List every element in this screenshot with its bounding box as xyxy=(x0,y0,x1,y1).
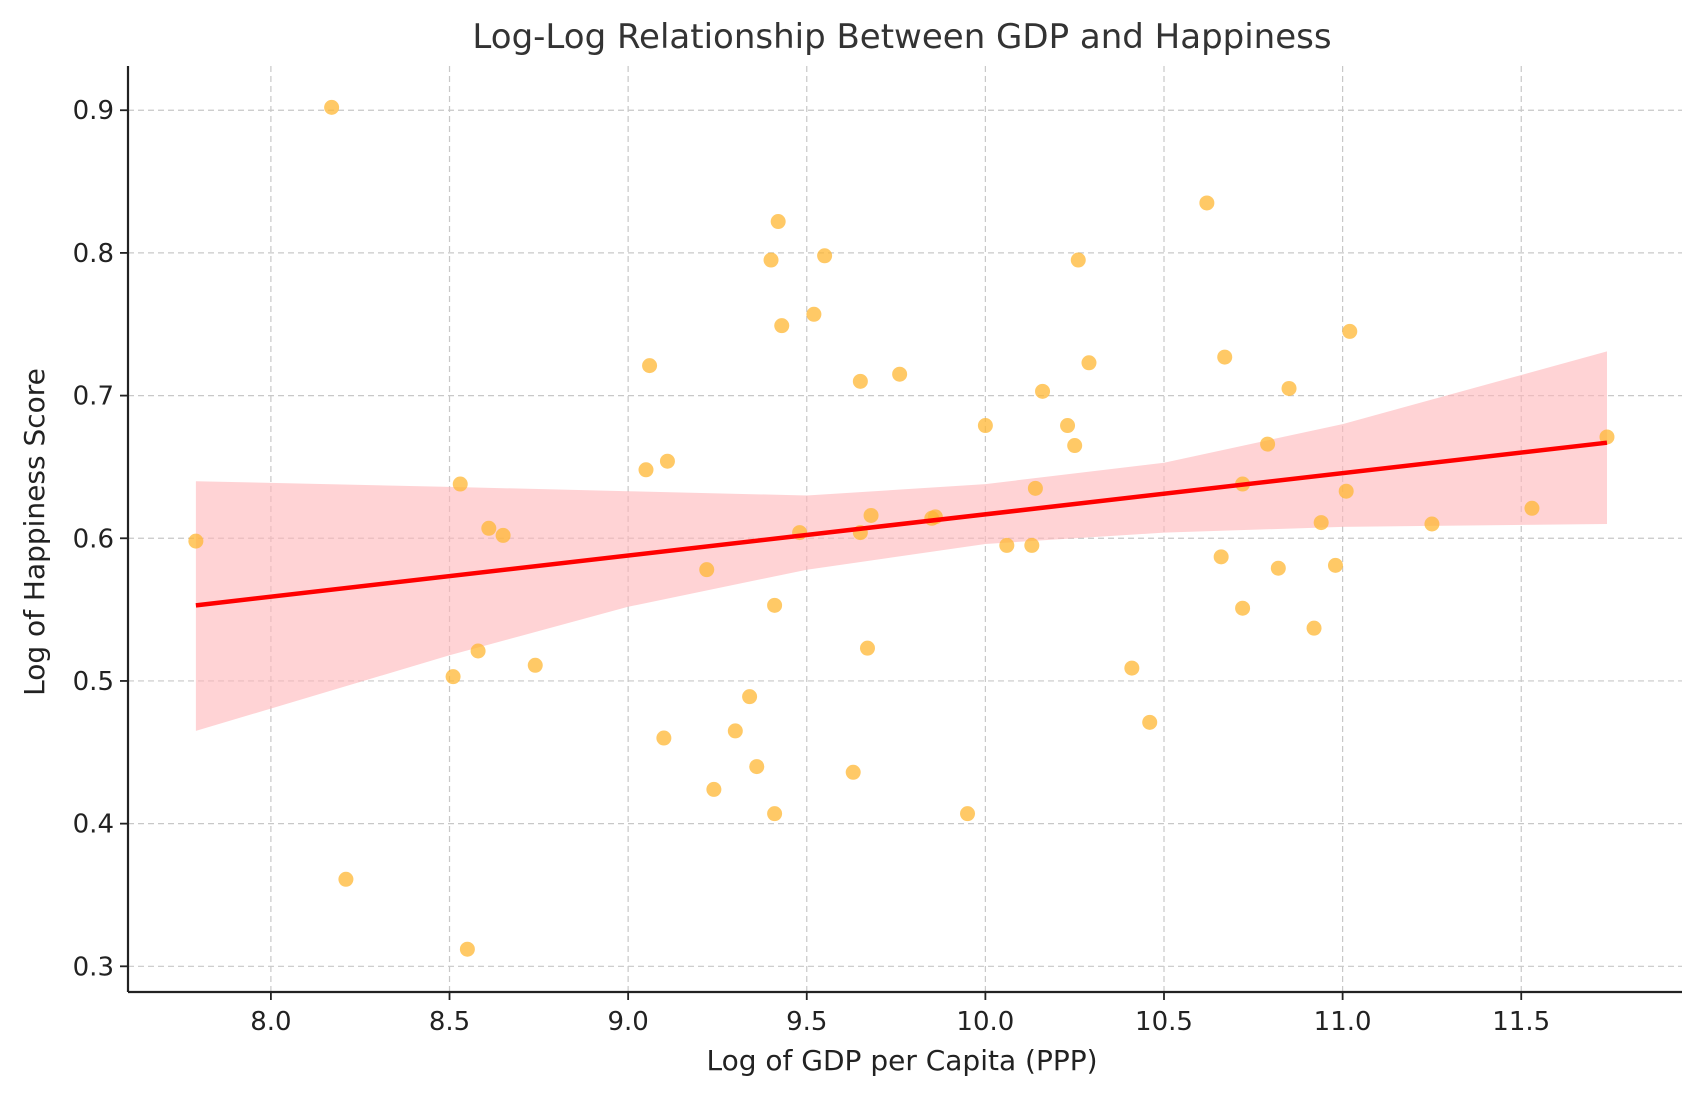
data-point xyxy=(1342,323,1358,339)
data-point xyxy=(859,640,875,656)
y-tick-label: 0.7 xyxy=(73,382,114,412)
data-point xyxy=(845,764,861,780)
x-tick-label: 9.0 xyxy=(607,1007,648,1037)
data-point xyxy=(806,306,822,322)
data-point xyxy=(481,520,497,536)
data-points xyxy=(188,99,1615,957)
data-point xyxy=(770,214,786,230)
data-point xyxy=(659,453,675,469)
data-point xyxy=(1027,480,1043,496)
y-axis-label: Log of Happiness Score xyxy=(18,368,51,696)
data-point xyxy=(706,781,722,797)
data-point xyxy=(727,723,743,739)
confidence-band-group xyxy=(195,351,1607,731)
data-point xyxy=(999,537,1015,553)
y-tick-label: 0.5 xyxy=(73,667,114,697)
data-point xyxy=(1035,383,1051,399)
data-point xyxy=(1599,429,1615,445)
y-tick-label: 0.6 xyxy=(73,524,114,554)
data-point xyxy=(1142,714,1158,730)
data-point xyxy=(656,730,672,746)
data-point xyxy=(763,252,779,268)
data-point xyxy=(445,669,461,685)
data-point xyxy=(1260,436,1276,452)
data-point xyxy=(1124,660,1140,676)
data-point xyxy=(638,462,654,478)
x-tick-label: 10.5 xyxy=(1135,1007,1193,1037)
data-point xyxy=(1213,549,1229,565)
data-point xyxy=(188,533,204,549)
data-point xyxy=(338,871,354,887)
x-axis-ticks: 8.0 8.5 9.0 9.5 10.0 10.5 11.0 11.5 xyxy=(250,992,1550,1037)
data-point xyxy=(1281,380,1297,396)
data-point xyxy=(1217,349,1233,365)
x-tick-label: 10.0 xyxy=(956,1007,1014,1037)
data-point xyxy=(817,248,833,264)
data-point xyxy=(774,318,790,334)
data-point xyxy=(767,806,783,822)
regression-line xyxy=(195,440,1608,608)
data-point xyxy=(852,373,868,389)
y-tick-label: 0.8 xyxy=(73,239,114,269)
data-point xyxy=(495,527,511,543)
x-axis-label: Log of GDP per Capita (PPP) xyxy=(706,1044,1097,1077)
regression-line-group xyxy=(195,440,1608,608)
data-point xyxy=(1313,515,1329,531)
data-point xyxy=(1306,620,1322,636)
data-point xyxy=(642,358,658,374)
data-point xyxy=(470,643,486,659)
data-point xyxy=(452,476,468,492)
data-point xyxy=(1235,600,1251,616)
data-point xyxy=(459,941,475,957)
data-point xyxy=(960,806,976,822)
data-point xyxy=(749,759,765,775)
data-point xyxy=(1060,418,1076,434)
data-point xyxy=(527,657,543,673)
y-tick-label: 0.4 xyxy=(73,810,114,840)
data-point xyxy=(1024,537,1040,553)
data-point xyxy=(1338,483,1354,499)
data-point xyxy=(767,597,783,613)
confidence-band xyxy=(195,351,1607,731)
data-point xyxy=(1327,557,1343,573)
data-point xyxy=(892,366,908,382)
data-point xyxy=(742,689,758,705)
y-tick-label: 0.9 xyxy=(73,96,114,126)
data-point xyxy=(1524,500,1540,516)
x-tick-label: 8.5 xyxy=(429,1007,470,1037)
x-tick-label: 11.0 xyxy=(1314,1007,1372,1037)
data-point xyxy=(1270,560,1286,576)
data-point xyxy=(1070,252,1086,268)
data-point xyxy=(1199,195,1215,211)
x-tick-label: 11.5 xyxy=(1492,1007,1550,1037)
data-point xyxy=(324,99,340,115)
data-point xyxy=(977,418,993,434)
data-point xyxy=(1067,438,1083,454)
x-tick-label: 8.0 xyxy=(250,1007,291,1037)
data-point xyxy=(863,507,879,523)
chart-title: Log-Log Relationship Between GDP and Hap… xyxy=(472,17,1331,57)
data-point xyxy=(1081,355,1097,371)
x-tick-label: 9.5 xyxy=(786,1007,827,1037)
data-point xyxy=(699,562,715,578)
data-point xyxy=(1424,516,1440,532)
axes xyxy=(126,66,1682,994)
y-axis-ticks: 0.3 0.4 0.5 0.6 0.7 0.8 0.9 xyxy=(73,96,128,982)
y-tick-label: 0.3 xyxy=(73,952,114,982)
